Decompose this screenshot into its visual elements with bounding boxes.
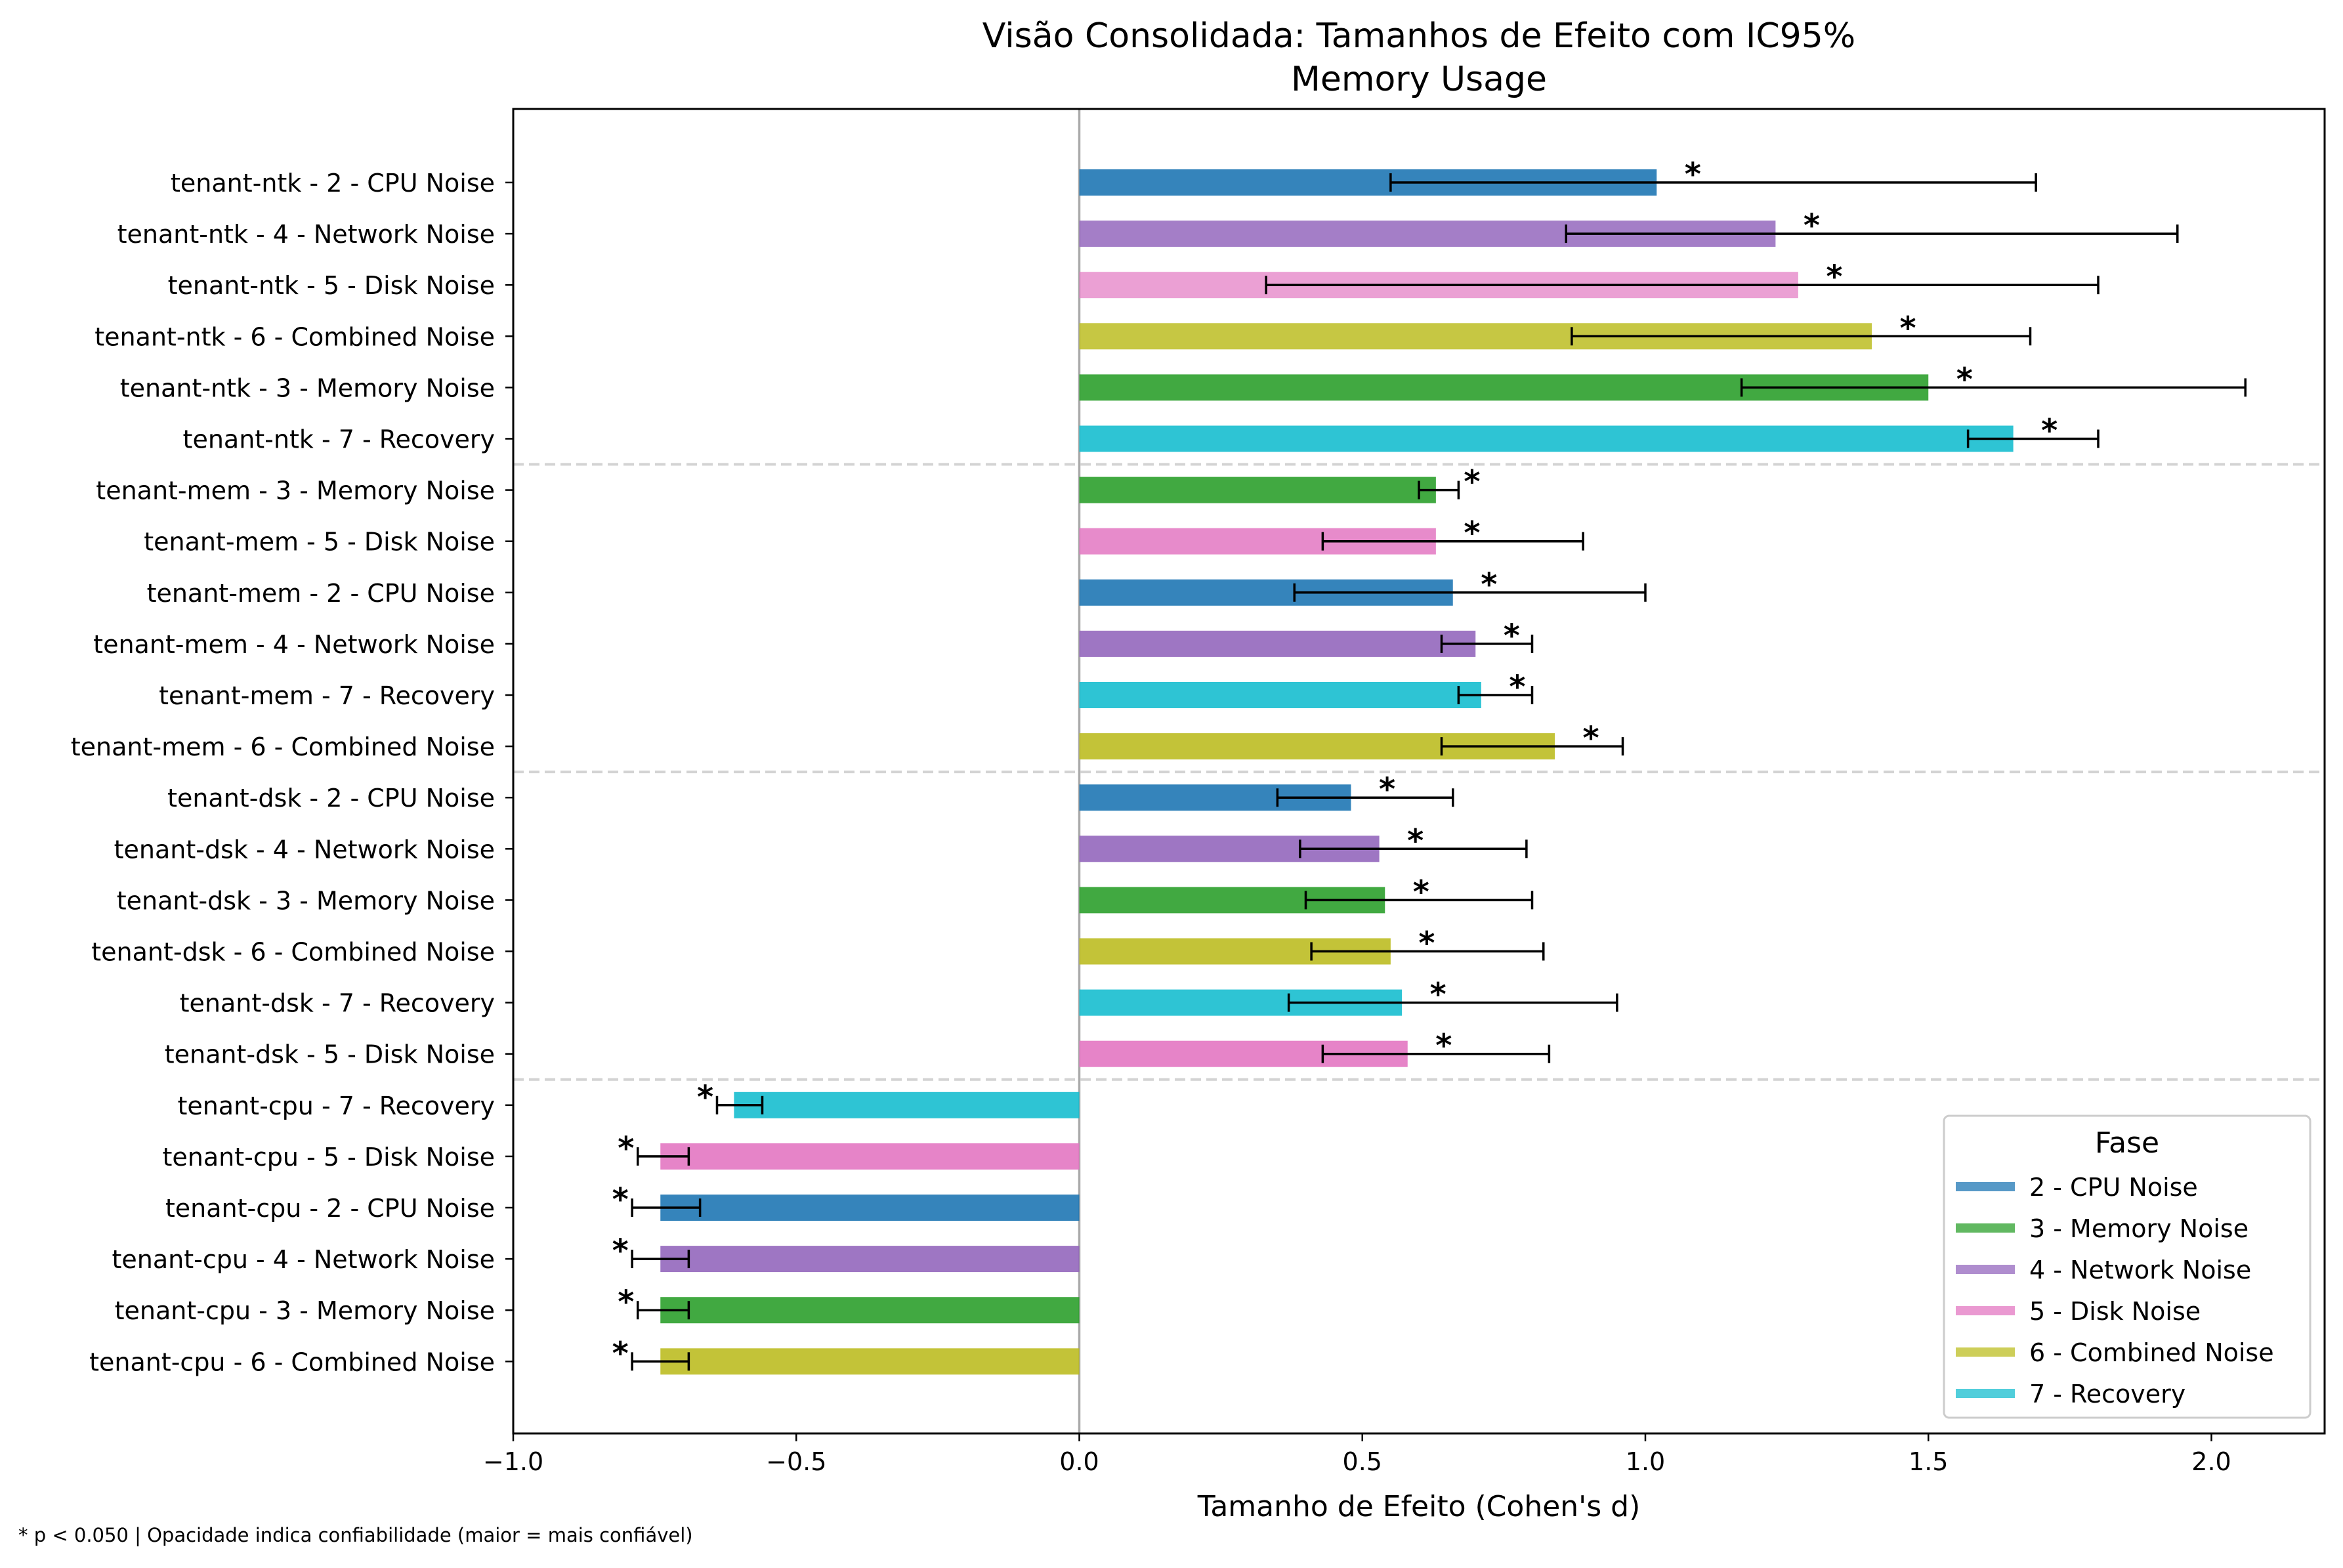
bar xyxy=(1079,477,1436,503)
significance-marker: * xyxy=(1464,515,1480,552)
significance-marker: * xyxy=(1379,771,1395,808)
significance-marker: * xyxy=(1804,207,1820,244)
legend-frame xyxy=(1943,1114,2311,1419)
x-tick-label: 0.0 xyxy=(1059,1447,1099,1476)
y-tick-label: tenant-mem - 7 - Recovery xyxy=(159,681,495,710)
bar xyxy=(660,1297,1080,1324)
y-tick-label: tenant-cpu - 6 - Combined Noise xyxy=(89,1347,495,1376)
significance-marker: * xyxy=(612,1233,629,1269)
y-tick-label: tenant-ntk - 4 - Network Noise xyxy=(117,220,495,249)
y-tick-label: tenant-mem - 6 - Combined Noise xyxy=(71,732,495,761)
significance-marker: * xyxy=(1504,618,1520,654)
legend-entry: 7 - Recovery xyxy=(2029,1380,2185,1409)
significance-marker: * xyxy=(618,1284,634,1321)
significance-marker: * xyxy=(618,1130,634,1167)
y-tick-label: tenant-cpu - 3 - Memory Noise xyxy=(115,1296,495,1325)
bar xyxy=(1079,682,1481,708)
x-tick-label: 0.5 xyxy=(1343,1447,1382,1476)
y-tick-label: tenant-dsk - 3 - Memory Noise xyxy=(117,886,495,915)
y-tick-label: tenant-mem - 3 - Memory Noise xyxy=(96,477,495,505)
y-tick-label: tenant-ntk - 5 - Disk Noise xyxy=(168,271,495,300)
plot-area: * tenant-ntk - 2 - CPU Noise * tenant-ntk -… xyxy=(71,108,2326,1476)
bar xyxy=(660,1348,1080,1375)
significance-marker: * xyxy=(1509,669,1525,706)
chart-subtitle: Memory Usage xyxy=(1291,60,1547,99)
y-tick-label: tenant-cpu - 4 - Network Noise xyxy=(112,1245,495,1274)
bar xyxy=(660,1195,1080,1221)
legend-entry: 3 - Memory Noise xyxy=(2029,1214,2248,1243)
footnote: * p < 0.050 | Opacidade indica confiabil… xyxy=(18,1524,693,1546)
bar xyxy=(1079,425,2014,452)
x-tick-label: 1.0 xyxy=(1626,1447,1665,1476)
significance-marker: * xyxy=(1407,822,1424,859)
legend-title: Fase xyxy=(2095,1126,2159,1160)
y-tick-label: tenant-dsk - 6 - Combined Noise xyxy=(91,938,495,967)
significance-marker: * xyxy=(697,1079,713,1116)
legend-entry: 6 - Combined Noise xyxy=(2029,1338,2274,1367)
y-tick-label: tenant-dsk - 2 - CPU Noise xyxy=(167,784,495,813)
significance-marker: * xyxy=(1826,259,1842,295)
y-tick-label: tenant-dsk - 5 - Disk Noise xyxy=(165,1040,495,1069)
y-tick-label: tenant-ntk - 7 - Recovery xyxy=(183,425,495,454)
bar xyxy=(660,1143,1080,1170)
significance-marker: * xyxy=(1582,720,1599,757)
y-tick-label: tenant-ntk - 3 - Memory Noise xyxy=(120,373,495,402)
y-tick-label: tenant-mem - 4 - Network Noise xyxy=(93,630,495,659)
x-tick-label: −1.0 xyxy=(483,1447,543,1476)
significance-marker: * xyxy=(1956,361,1973,398)
y-tick-label: tenant-cpu - 7 - Recovery xyxy=(177,1091,495,1120)
x-axis-label: Tamanho de Efeito (Cohen's d) xyxy=(1197,1490,1641,1523)
significance-marker: * xyxy=(1435,1028,1452,1065)
bar xyxy=(660,1246,1080,1273)
y-tick-label: tenant-mem - 2 - CPU Noise xyxy=(147,579,495,608)
y-tick-label: tenant-mem - 5 - Disk Noise xyxy=(144,528,495,557)
x-tick-label: −0.5 xyxy=(766,1447,826,1476)
legend: Fase 2 - CPU Noise 3 - Memory Noise 4 - Net… xyxy=(1943,1114,2311,1419)
significance-marker: * xyxy=(1430,977,1446,1013)
y-tick-label: tenant-dsk - 4 - Network Noise xyxy=(114,835,495,864)
significance-marker: * xyxy=(1899,310,1916,347)
y-tick-label: tenant-dsk - 7 - Recovery xyxy=(180,989,495,1018)
significance-marker: * xyxy=(1418,925,1435,962)
bar xyxy=(1079,630,1476,657)
bar xyxy=(734,1091,1080,1118)
significance-marker: * xyxy=(1413,874,1429,910)
y-tick-label: tenant-ntk - 2 - CPU Noise xyxy=(171,169,495,198)
legend-entry: 4 - Network Noise xyxy=(2029,1256,2251,1284)
significance-marker: * xyxy=(1481,566,1497,603)
y-tick-label: tenant-cpu - 5 - Disk Noise xyxy=(163,1143,495,1172)
significance-marker: * xyxy=(1464,464,1480,501)
legend-entry: 2 - CPU Noise xyxy=(2029,1173,2198,1202)
significance-marker: * xyxy=(612,1181,629,1218)
chart-title: Visão Consolidada: Tamanhos de Efeito co… xyxy=(982,16,1855,56)
y-tick-label: tenant-ntk - 6 - Combined Noise xyxy=(95,322,495,351)
y-tick-label: tenant-cpu - 2 - CPU Noise xyxy=(165,1194,495,1223)
legend-entry: 5 - Disk Noise xyxy=(2029,1297,2201,1326)
x-tick-label: 1.5 xyxy=(1909,1447,1948,1476)
significance-marker: * xyxy=(1685,156,1701,193)
significance-marker: * xyxy=(612,1335,629,1372)
significance-marker: * xyxy=(2041,413,2058,450)
x-tick-label: 2.0 xyxy=(2191,1447,2231,1476)
axes-frame xyxy=(512,108,2326,1435)
